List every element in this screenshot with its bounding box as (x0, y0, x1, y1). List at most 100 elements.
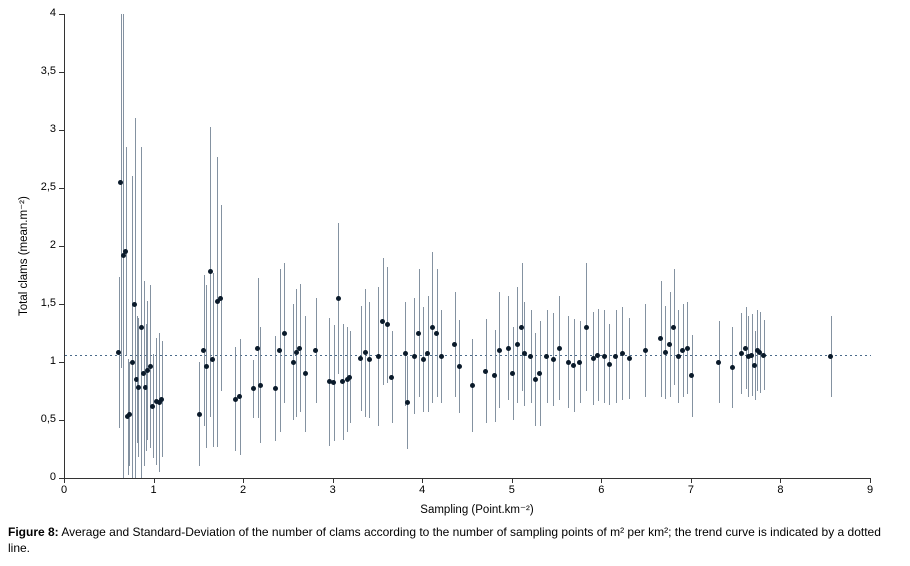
y-tick (59, 72, 64, 73)
data-point (416, 331, 421, 336)
data-point (613, 354, 618, 359)
x-tick-label: 6 (591, 484, 611, 496)
trend-line (650, 355, 652, 356)
trend-line (95, 355, 97, 356)
data-point (730, 365, 735, 370)
data-point (497, 348, 502, 353)
y-tick-label: 1 (26, 355, 56, 367)
x-tick (512, 478, 513, 483)
trend-line (395, 355, 397, 356)
trend-line (505, 355, 507, 356)
trend-line (565, 355, 567, 356)
trend-line (555, 355, 557, 356)
data-point (566, 360, 571, 365)
data-point (282, 331, 287, 336)
trend-line (420, 355, 422, 356)
trend-line (330, 355, 332, 356)
x-tick (780, 478, 781, 483)
trend-line (710, 355, 712, 356)
y-tick-label: 1,5 (26, 297, 56, 309)
data-point (237, 394, 242, 399)
trend-line (445, 355, 447, 356)
y-tick (59, 188, 64, 189)
trend-line (845, 355, 847, 356)
y-tick-label: 4 (26, 7, 56, 19)
data-point (457, 364, 462, 369)
trend-line (635, 355, 637, 356)
trend-line (775, 355, 777, 356)
data-point (551, 357, 556, 362)
figure-caption: Figure 8: Average and Standard-Deviation… (8, 524, 902, 556)
data-point (277, 348, 282, 353)
data-point (421, 357, 426, 362)
data-point (506, 346, 511, 351)
trend-line (465, 355, 467, 356)
trend-line (795, 355, 797, 356)
data-point (557, 346, 562, 351)
y-tick-label: 0,5 (26, 413, 56, 425)
trend-line (180, 355, 182, 356)
trend-line (185, 355, 187, 356)
y-tick-label: 3 (26, 123, 56, 135)
x-tick-label: 3 (323, 484, 343, 496)
trend-line (640, 355, 642, 356)
trend-line (250, 355, 252, 356)
trend-line (570, 355, 572, 356)
data-point (336, 296, 341, 301)
trend-line (790, 355, 792, 356)
x-tick (601, 478, 602, 483)
trend-line (225, 355, 227, 356)
trend-line (325, 355, 327, 356)
trend-line (195, 355, 197, 356)
error-bar (123, 14, 124, 478)
x-tick-label: 2 (233, 484, 253, 496)
x-tick-label: 4 (412, 484, 432, 496)
y-tick-label: 0 (26, 471, 56, 483)
data-point (251, 386, 256, 391)
trend-line (310, 355, 312, 356)
trend-line (115, 355, 117, 356)
data-point (533, 377, 538, 382)
data-point (595, 353, 600, 358)
x-axis-label: Sampling (Point.km⁻²) (387, 502, 567, 516)
data-point (470, 383, 475, 388)
data-point (376, 354, 381, 359)
trend-line (695, 355, 697, 356)
trend-line (725, 355, 727, 356)
trend-line (110, 355, 112, 356)
data-point (537, 371, 542, 376)
trend-line (475, 355, 477, 356)
data-point (571, 363, 576, 368)
x-tick (154, 478, 155, 483)
x-tick (333, 478, 334, 483)
trend-line (80, 355, 82, 356)
trend-line (100, 355, 102, 356)
data-point (405, 400, 410, 405)
trend-line (735, 355, 737, 356)
x-tick (422, 478, 423, 483)
y-tick-label: 3,5 (26, 65, 56, 77)
data-point (150, 404, 155, 409)
data-point (607, 362, 612, 367)
data-point (412, 354, 417, 359)
data-point (347, 375, 352, 380)
trend-line (90, 355, 92, 356)
error-bar (141, 147, 142, 478)
trend-line (800, 355, 802, 356)
trend-line (230, 355, 232, 356)
y-tick (59, 14, 64, 15)
trend-line (855, 355, 857, 356)
trend-line (700, 355, 702, 356)
data-point (676, 354, 681, 359)
x-tick (870, 478, 871, 483)
error-bar (121, 14, 122, 368)
trend-line (720, 355, 722, 356)
data-point (197, 412, 202, 417)
trend-line (165, 355, 167, 356)
trend-line (355, 355, 357, 356)
data-point (577, 360, 582, 365)
trend-line (835, 355, 837, 356)
data-point (627, 356, 632, 361)
data-point (761, 353, 766, 358)
data-point (544, 354, 549, 359)
